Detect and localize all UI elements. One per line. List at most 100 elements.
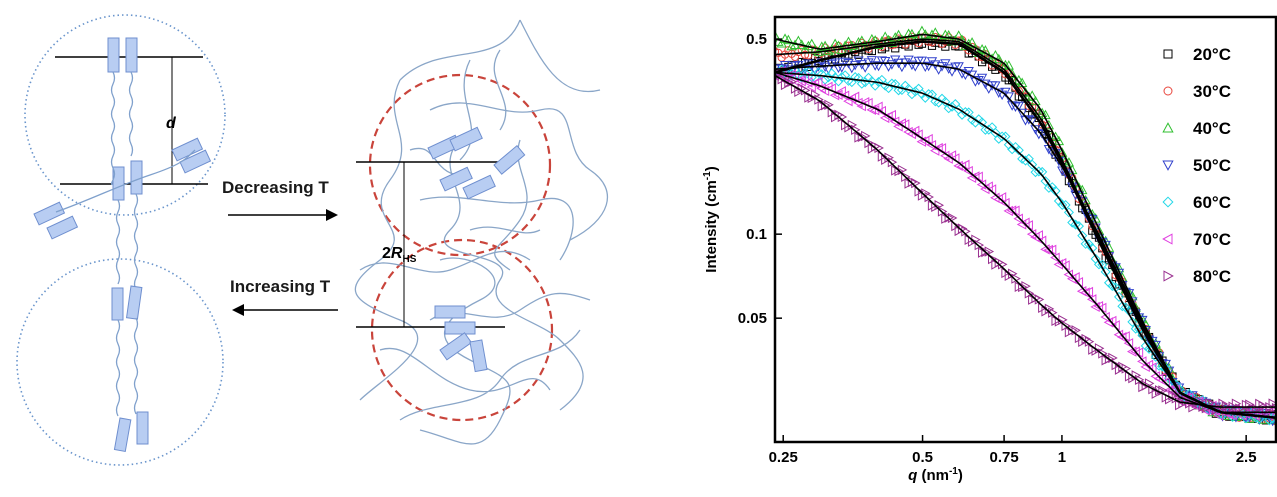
data-point	[1123, 338, 1134, 349]
data-point	[903, 55, 914, 66]
data-point	[970, 171, 980, 182]
data-point	[943, 64, 954, 74]
upper-dashed-circle	[368, 73, 552, 257]
data-point	[977, 247, 988, 258]
data-point	[1017, 153, 1028, 164]
data-point	[988, 253, 998, 265]
data-point	[1111, 359, 1122, 371]
spacing-label: d	[166, 115, 177, 132]
legend-marker	[1163, 49, 1173, 59]
data-point	[813, 76, 823, 88]
data-point	[817, 101, 828, 112]
data-point	[800, 50, 810, 59]
legend-label: 50°C	[1193, 156, 1231, 175]
data-point	[890, 55, 901, 66]
rod	[469, 339, 488, 373]
data-point	[1168, 390, 1178, 401]
data-point	[1003, 139, 1014, 150]
radius-label: 2RHS	[382, 245, 417, 265]
data-point	[894, 165, 904, 177]
data-point	[821, 99, 831, 111]
data-point	[786, 40, 797, 51]
data-point	[856, 78, 867, 89]
data-point	[889, 116, 900, 127]
data-point	[1006, 205, 1017, 216]
data-point	[873, 76, 884, 88]
legend-label: 30°C	[1193, 82, 1231, 101]
data-point	[836, 63, 847, 73]
data-point	[944, 212, 955, 223]
data-point	[1271, 402, 1276, 414]
data-point	[850, 72, 861, 83]
data-point	[1130, 323, 1141, 334]
data-point	[806, 81, 816, 93]
data-point	[854, 132, 864, 143]
x-tick-label: 2.5	[1236, 449, 1257, 466]
data-point	[819, 40, 831, 51]
data-point	[1057, 199, 1068, 210]
legend-marker	[1163, 86, 1173, 96]
rod	[179, 149, 212, 174]
data-point	[810, 89, 821, 101]
fit-line	[775, 71, 1276, 419]
plot-area	[775, 25, 1276, 427]
data-point	[1043, 244, 1053, 256]
data-point	[1151, 388, 1162, 399]
data-point	[886, 109, 896, 121]
data-point	[1016, 108, 1028, 119]
rod	[136, 411, 149, 445]
data-point	[780, 79, 791, 91]
data-point	[1043, 119, 1055, 130]
y-axis-label: Intensity (cm-1)	[702, 166, 720, 272]
y-tick-label: 0.05	[738, 310, 767, 327]
fit-line	[775, 74, 1276, 408]
rod	[46, 215, 79, 240]
lower-dotted-circle	[16, 258, 224, 466]
data-point	[1050, 131, 1061, 141]
data-point	[940, 59, 951, 69]
lower-dashed-circle	[370, 238, 554, 422]
data-point	[923, 89, 934, 100]
y-tick-label: 0.5	[746, 31, 767, 48]
legend-label: 60°C	[1193, 193, 1231, 212]
data-point	[1158, 385, 1168, 396]
legend: 20°C 30°C 40°C 50°C 60°C 70°C 80°C	[1162, 45, 1231, 286]
axes: 0.25 0.5 0.75 1 2.5 0.5 0.1 0.05 q (nm-1) Intensi…	[702, 15, 1277, 484]
data-point	[940, 29, 951, 39]
data-point	[870, 80, 881, 91]
legend-label: 20°C	[1193, 45, 1231, 64]
data-point	[963, 107, 974, 118]
data-point	[836, 86, 846, 97]
chain	[55, 149, 196, 213]
x-tick-label: 0.5	[912, 449, 933, 466]
data-point	[1023, 115, 1035, 125]
fit-line	[775, 71, 1276, 414]
data-point	[1050, 252, 1060, 263]
rod	[439, 332, 473, 361]
legend-label: 40°C	[1193, 119, 1231, 138]
data-point	[953, 62, 964, 72]
data-point	[1113, 291, 1125, 302]
data-point	[775, 47, 780, 56]
data-point	[943, 30, 954, 40]
data-point	[873, 101, 883, 112]
data-point	[1100, 266, 1111, 277]
data-point	[963, 165, 973, 177]
legend-marker	[1162, 233, 1173, 245]
data-point	[883, 83, 894, 94]
data-point	[1018, 281, 1028, 293]
data-point	[857, 131, 868, 143]
legend-marker	[1162, 122, 1174, 133]
data-point	[819, 85, 830, 97]
data-point	[1218, 398, 1228, 409]
data-point	[1148, 384, 1158, 395]
data-point	[1188, 402, 1198, 413]
data-point	[906, 60, 918, 71]
data-point	[960, 70, 971, 81]
data-point	[1087, 208, 1098, 219]
data-point	[940, 96, 951, 107]
chain	[133, 193, 139, 291]
data-point	[1040, 176, 1051, 187]
data-point	[956, 69, 968, 79]
x-axis-label: q (nm-1)	[908, 466, 963, 484]
